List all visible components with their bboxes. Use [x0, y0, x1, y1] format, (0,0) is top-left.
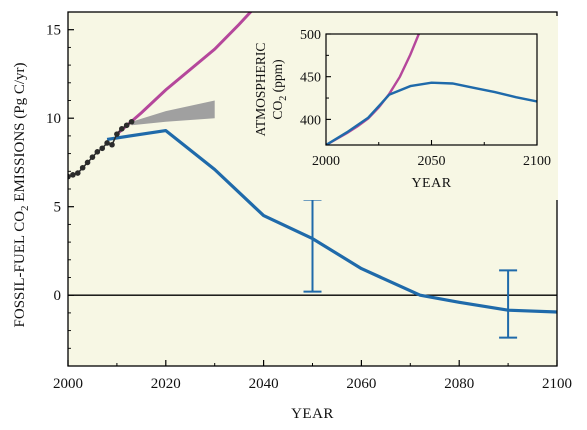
inset-y-axis-label-line2: CO2 (ppm) [270, 59, 289, 119]
y-tick-label: 5 [54, 200, 62, 216]
x-tick-label: 2080 [444, 376, 474, 392]
x-tick-label: 2020 [151, 376, 181, 392]
y-axis-label-subscript: 2 [19, 205, 31, 211]
inset-x-axis-label: YEAR [411, 176, 451, 191]
magenta-line [115, 12, 253, 136]
x-tick-label: 2060 [346, 376, 376, 392]
observed-point [123, 122, 130, 129]
inset-y-label-part: CO [270, 101, 285, 120]
observed-point [74, 170, 81, 176]
x-tick-label: 2100 [542, 376, 572, 392]
inset-blue-line [326, 81, 537, 145]
observed-point [84, 159, 91, 166]
observed-point [68, 173, 71, 180]
x-tick-label: 2040 [249, 376, 279, 392]
observed-point [94, 149, 101, 155]
inset-y-label-subscript: 2 [278, 96, 289, 101]
y-axis-label: FOSSIL-FUEL CO2 EMISSIONS (Pg C/yr) [12, 63, 31, 328]
inset-y-tick-label: 450 [300, 71, 321, 86]
y-tick-label: 0 [54, 288, 62, 304]
inset-x-tick-label: 2050 [418, 154, 446, 169]
observed-point [79, 164, 86, 171]
main-series [68, 12, 557, 314]
observed-point [99, 145, 106, 152]
x-tick-label: 2000 [53, 376, 83, 392]
y-tick-label: 15 [46, 23, 61, 39]
y-axis-label-part: FOSSIL-FUEL CO [12, 211, 28, 328]
projection-band [131, 100, 215, 126]
y-tick-label: 10 [46, 111, 61, 127]
observed-point [89, 154, 96, 160]
observed-point [70, 172, 76, 178]
inset-background [258, 16, 558, 200]
inset-y-label-part: (ppm) [270, 59, 285, 95]
inset-x-tick-label: 2000 [312, 154, 340, 169]
inset-x-tick-label: 2100 [523, 154, 551, 169]
observed-point [118, 126, 125, 132]
inset-series [326, 34, 537, 145]
blue-line [106, 129, 557, 314]
inset-plot: 2000 2050 2100 400 450 500 YEAR ATMOSPHERIC CO2 … [253, 16, 558, 200]
observed-point [109, 141, 115, 148]
x-axis-label: YEAR [291, 406, 334, 422]
observed-point [128, 118, 135, 125]
inset-y-tick-label: 500 [300, 28, 321, 43]
y-axis-label-part: EMISSIONS (Pg C/yr) [12, 63, 28, 206]
inset-y-axis-label-line1: ATMOSPHERIC [253, 43, 268, 137]
observed-point [104, 140, 110, 146]
inset-y-tick-label: 400 [300, 113, 321, 128]
observed-point [114, 131, 120, 137]
